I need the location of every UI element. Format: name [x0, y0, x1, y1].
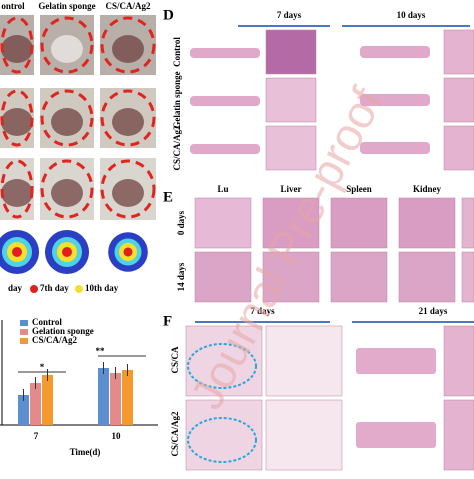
- wound-area: [51, 179, 83, 207]
- label: Lu: [217, 184, 228, 194]
- wound-outline: [40, 159, 94, 219]
- micrograph: [262, 251, 320, 303]
- label: CS/CA/Ag2: [32, 335, 78, 345]
- micrograph: [194, 197, 252, 249]
- label: 7 days: [277, 10, 302, 20]
- micrograph: [443, 399, 474, 471]
- wound-outline: [40, 16, 94, 74]
- label: **: [96, 346, 106, 356]
- micrograph: [443, 29, 474, 75]
- label: D: [163, 7, 174, 23]
- legend-dot: [75, 285, 83, 293]
- tissue-section: [360, 94, 430, 106]
- label: E: [163, 189, 173, 205]
- bar: [110, 373, 121, 425]
- label: Control: [32, 317, 62, 327]
- bar: [122, 370, 133, 425]
- wound-outline: [0, 16, 34, 74]
- wound-area: [112, 35, 144, 63]
- wound-outline: [100, 89, 156, 147]
- implant-outline: [187, 343, 257, 389]
- label: 10: [112, 431, 122, 441]
- micrograph: [398, 251, 456, 303]
- micrograph: [398, 197, 456, 249]
- tissue-section: [356, 348, 436, 374]
- wound-area: [51, 35, 83, 63]
- bar: [42, 375, 53, 425]
- tissue-section: [190, 144, 260, 154]
- label: Liver: [281, 184, 302, 194]
- row-label: Gelatin sponge: [172, 71, 182, 128]
- legend-dot: [30, 285, 38, 293]
- label: 10 days: [397, 10, 426, 20]
- micrograph: [443, 77, 474, 123]
- label: F: [163, 313, 172, 329]
- label: Kidney: [413, 184, 442, 194]
- tissue-section: [190, 96, 260, 106]
- micrograph: [330, 197, 388, 249]
- tissue-section: [360, 142, 430, 154]
- micrograph: [265, 77, 317, 123]
- label: Gelatin sponge: [38, 1, 95, 11]
- trace-heatmap: [123, 247, 133, 257]
- label: 7 days: [250, 306, 275, 316]
- label: Time(d): [70, 447, 101, 457]
- tissue-section: [360, 46, 430, 58]
- wound-area: [112, 179, 144, 207]
- legend-swatch: [20, 338, 28, 344]
- row-label: CS/CA/Ag2: [172, 125, 182, 171]
- tissue-section: [190, 48, 260, 58]
- label: 7th day: [40, 283, 69, 293]
- row-label: 0 days: [176, 210, 186, 235]
- micrograph: [443, 325, 474, 397]
- implant-outline: [187, 417, 257, 463]
- legend-swatch: [20, 320, 28, 326]
- wound-area: [1, 179, 33, 207]
- micrograph: [265, 399, 343, 471]
- wound-outline: [0, 159, 34, 219]
- label: Spleen: [346, 184, 372, 194]
- micrograph: [185, 399, 263, 471]
- tissue-section: [356, 422, 436, 448]
- wound-outline: [100, 16, 156, 74]
- wound-outline: [100, 159, 156, 219]
- micrograph: [265, 325, 343, 397]
- label: day: [8, 283, 23, 293]
- bar: [98, 368, 109, 425]
- micrograph: [194, 251, 252, 303]
- label: Gelation sponge: [32, 326, 94, 336]
- micrograph: [265, 125, 317, 171]
- label: CS/CA/Ag2: [105, 1, 151, 11]
- label: 7: [34, 431, 39, 441]
- bar: [18, 395, 29, 425]
- micrograph: [330, 251, 388, 303]
- label: ontrol: [1, 1, 25, 11]
- label: 10th day: [85, 283, 119, 293]
- wound-area: [51, 108, 83, 136]
- trace-heatmap: [12, 247, 22, 257]
- label: 21 days: [419, 306, 448, 316]
- micrograph: [185, 325, 263, 397]
- row-label: CS/CA/Ag2: [170, 411, 180, 457]
- wound-outline: [40, 89, 94, 147]
- micrograph: [265, 29, 317, 75]
- micrograph: [443, 125, 474, 171]
- legend-swatch: [20, 329, 28, 335]
- micrograph: [461, 197, 474, 249]
- row-label: Control: [172, 37, 182, 67]
- wound-outline: [0, 89, 34, 147]
- label: *: [40, 362, 45, 372]
- wound-area: [1, 108, 33, 136]
- micrograph: [461, 251, 474, 303]
- row-label: CS/CA: [170, 346, 180, 374]
- wound-area: [1, 35, 33, 63]
- wound-area: [112, 108, 144, 136]
- micrograph: [262, 197, 320, 249]
- row-label: 14 days: [176, 262, 186, 291]
- trace-heatmap: [62, 247, 72, 257]
- bar: [30, 383, 41, 425]
